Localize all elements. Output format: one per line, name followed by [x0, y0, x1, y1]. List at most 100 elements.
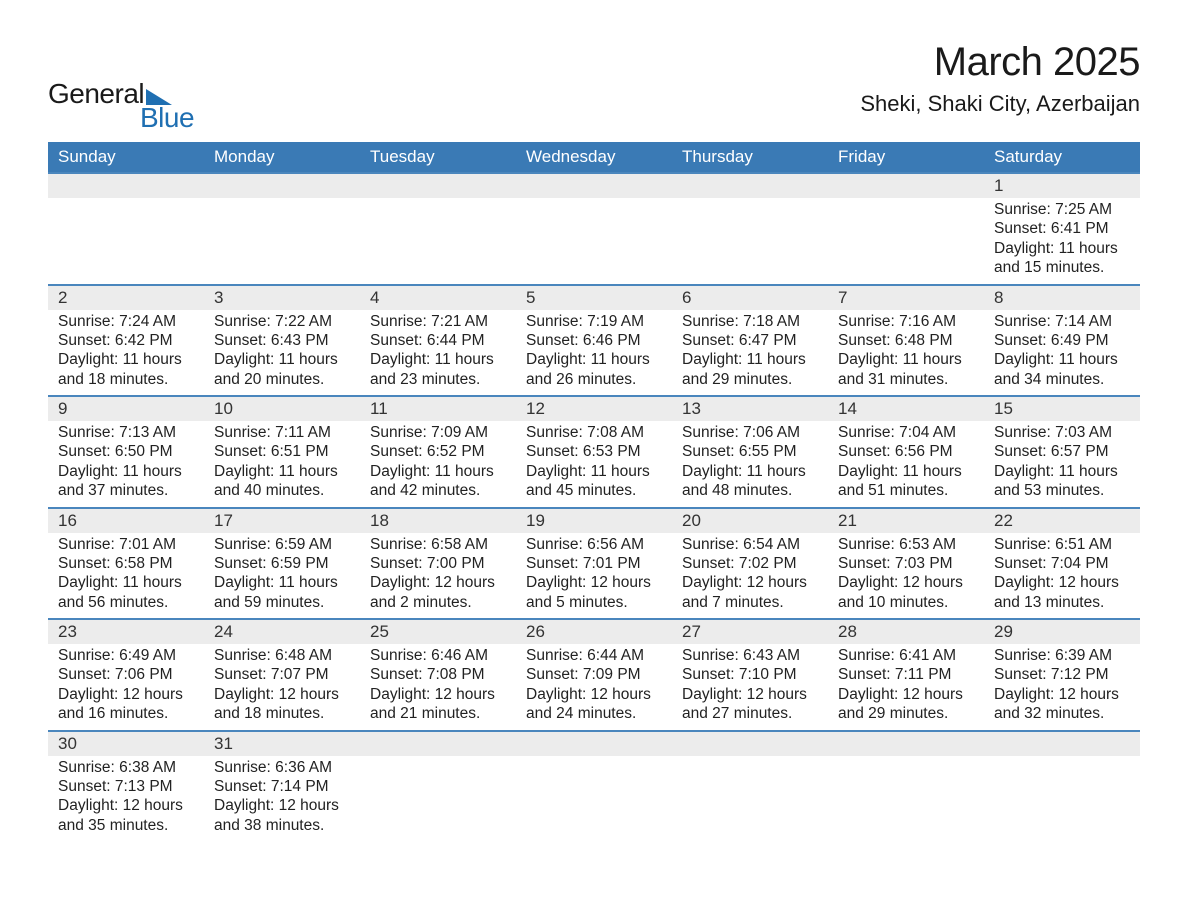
day-d1: Daylight: 12 hours	[58, 796, 194, 815]
day-details-cell: Sunrise: 6:58 AMSunset: 7:00 PMDaylight:…	[360, 533, 516, 620]
day-d1: Daylight: 11 hours	[994, 239, 1130, 258]
day-number-cell: 25	[360, 619, 516, 644]
week-daynum-row: 9101112131415	[48, 396, 1140, 421]
day-details-cell: Sunrise: 6:54 AMSunset: 7:02 PMDaylight:…	[672, 533, 828, 620]
day-number-cell: 10	[204, 396, 360, 421]
day-d2: and 23 minutes.	[370, 370, 506, 389]
day-details-cell: Sunrise: 7:11 AMSunset: 6:51 PMDaylight:…	[204, 421, 360, 508]
week-details-row: Sunrise: 7:13 AMSunset: 6:50 PMDaylight:…	[48, 421, 1140, 508]
day-number-cell: 9	[48, 396, 204, 421]
day-number-cell: 7	[828, 285, 984, 310]
day-sr: Sunrise: 6:51 AM	[994, 535, 1130, 554]
day-d1: Daylight: 11 hours	[838, 350, 974, 369]
dow-header: Tuesday	[360, 142, 516, 173]
day-d1: Daylight: 11 hours	[58, 350, 194, 369]
day-sr: Sunrise: 6:58 AM	[370, 535, 506, 554]
day-ss: Sunset: 6:59 PM	[214, 554, 350, 573]
day-number-cell: 28	[828, 619, 984, 644]
day-d1: Daylight: 12 hours	[682, 573, 818, 592]
day-d1: Daylight: 12 hours	[994, 685, 1130, 704]
day-d2: and 42 minutes.	[370, 481, 506, 500]
day-details-cell: Sunrise: 6:41 AMSunset: 7:11 PMDaylight:…	[828, 644, 984, 731]
day-number-cell	[204, 173, 360, 198]
day-number-cell: 2	[48, 285, 204, 310]
day-d1: Daylight: 11 hours	[994, 350, 1130, 369]
day-d2: and 38 minutes.	[214, 816, 350, 835]
day-ss: Sunset: 6:56 PM	[838, 442, 974, 461]
day-number-cell: 8	[984, 285, 1140, 310]
day-sr: Sunrise: 7:22 AM	[214, 312, 350, 331]
day-number-cell: 20	[672, 508, 828, 533]
day-ss: Sunset: 7:07 PM	[214, 665, 350, 684]
day-ss: Sunset: 7:06 PM	[58, 665, 194, 684]
day-details-cell	[828, 756, 984, 842]
day-sr: Sunrise: 7:11 AM	[214, 423, 350, 442]
day-details-cell: Sunrise: 7:03 AMSunset: 6:57 PMDaylight:…	[984, 421, 1140, 508]
dow-header: Thursday	[672, 142, 828, 173]
day-d2: and 24 minutes.	[526, 704, 662, 723]
day-details-cell	[828, 198, 984, 285]
day-details-cell: Sunrise: 7:16 AMSunset: 6:48 PMDaylight:…	[828, 310, 984, 397]
day-d1: Daylight: 11 hours	[214, 350, 350, 369]
day-ss: Sunset: 7:04 PM	[994, 554, 1130, 573]
week-daynum-row: 23242526272829	[48, 619, 1140, 644]
day-sr: Sunrise: 7:08 AM	[526, 423, 662, 442]
day-d1: Daylight: 11 hours	[58, 573, 194, 592]
day-number-cell: 15	[984, 396, 1140, 421]
day-d2: and 34 minutes.	[994, 370, 1130, 389]
day-sr: Sunrise: 6:44 AM	[526, 646, 662, 665]
day-ss: Sunset: 6:50 PM	[58, 442, 194, 461]
day-ss: Sunset: 6:53 PM	[526, 442, 662, 461]
day-details-cell: Sunrise: 7:13 AMSunset: 6:50 PMDaylight:…	[48, 421, 204, 508]
day-d2: and 18 minutes.	[214, 704, 350, 723]
day-ss: Sunset: 6:42 PM	[58, 331, 194, 350]
calendar-body: 1 Sunrise: 7:25 AMSunset: 6:41 PMDayligh…	[48, 173, 1140, 841]
calendar-header-row: SundayMondayTuesdayWednesdayThursdayFrid…	[48, 142, 1140, 173]
day-sr: Sunrise: 6:41 AM	[838, 646, 974, 665]
day-ss: Sunset: 6:46 PM	[526, 331, 662, 350]
day-d2: and 56 minutes.	[58, 593, 194, 612]
day-details-cell: Sunrise: 6:49 AMSunset: 7:06 PMDaylight:…	[48, 644, 204, 731]
day-ss: Sunset: 6:57 PM	[994, 442, 1130, 461]
day-d1: Daylight: 12 hours	[370, 685, 506, 704]
day-number-cell	[984, 731, 1140, 756]
week-daynum-row: 16171819202122	[48, 508, 1140, 533]
day-d1: Daylight: 11 hours	[994, 462, 1130, 481]
day-details-cell: Sunrise: 6:46 AMSunset: 7:08 PMDaylight:…	[360, 644, 516, 731]
day-sr: Sunrise: 6:56 AM	[526, 535, 662, 554]
logo-text-blue: Blue	[48, 104, 194, 132]
day-number-cell: 26	[516, 619, 672, 644]
day-d2: and 51 minutes.	[838, 481, 974, 500]
day-sr: Sunrise: 7:18 AM	[682, 312, 818, 331]
day-details-cell: Sunrise: 7:19 AMSunset: 6:46 PMDaylight:…	[516, 310, 672, 397]
dow-header: Friday	[828, 142, 984, 173]
day-details-cell	[516, 198, 672, 285]
day-sr: Sunrise: 7:09 AM	[370, 423, 506, 442]
day-d1: Daylight: 12 hours	[682, 685, 818, 704]
day-sr: Sunrise: 6:53 AM	[838, 535, 974, 554]
day-d2: and 27 minutes.	[682, 704, 818, 723]
day-number-cell	[828, 173, 984, 198]
month-title: March 2025	[860, 40, 1140, 85]
day-details-cell: Sunrise: 7:18 AMSunset: 6:47 PMDaylight:…	[672, 310, 828, 397]
day-d2: and 48 minutes.	[682, 481, 818, 500]
day-sr: Sunrise: 7:25 AM	[994, 200, 1130, 219]
day-ss: Sunset: 7:14 PM	[214, 777, 350, 796]
week-daynum-row: 2345678	[48, 285, 1140, 310]
day-number-cell: 1	[984, 173, 1140, 198]
day-ss: Sunset: 6:55 PM	[682, 442, 818, 461]
day-ss: Sunset: 7:00 PM	[370, 554, 506, 573]
day-number-cell	[672, 731, 828, 756]
header: General Blue March 2025 Sheki, Shaki Cit…	[48, 40, 1140, 132]
day-details-cell: Sunrise: 7:01 AMSunset: 6:58 PMDaylight:…	[48, 533, 204, 620]
day-d2: and 21 minutes.	[370, 704, 506, 723]
day-sr: Sunrise: 6:36 AM	[214, 758, 350, 777]
day-number-cell	[360, 173, 516, 198]
day-ss: Sunset: 7:12 PM	[994, 665, 1130, 684]
day-ss: Sunset: 6:52 PM	[370, 442, 506, 461]
day-details-cell	[360, 198, 516, 285]
day-number-cell: 22	[984, 508, 1140, 533]
day-d2: and 59 minutes.	[214, 593, 350, 612]
day-ss: Sunset: 6:48 PM	[838, 331, 974, 350]
title-block: March 2025 Sheki, Shaki City, Azerbaijan	[860, 40, 1140, 117]
